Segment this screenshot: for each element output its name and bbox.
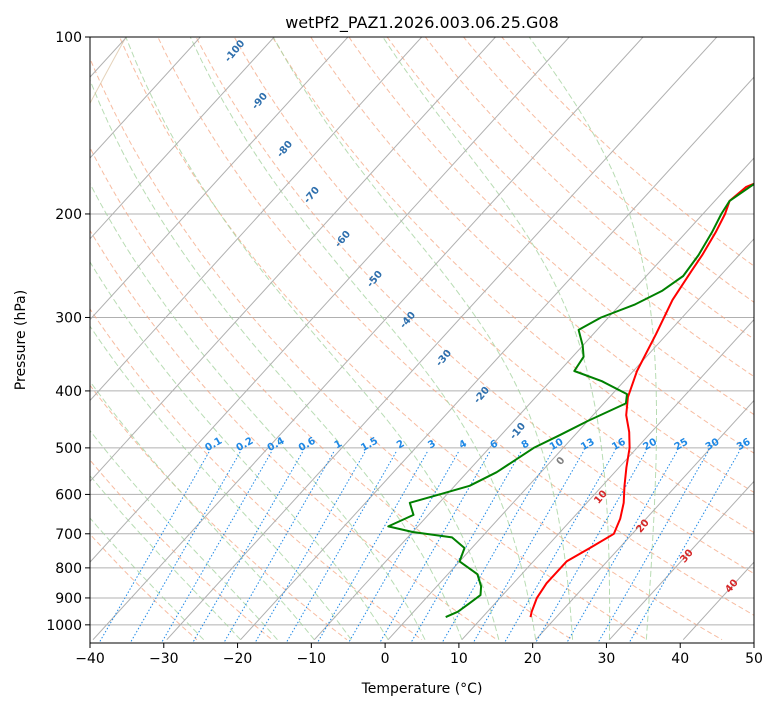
x-tick-label: 30 [598, 651, 616, 667]
x-axis: −40 −30 −20 −10 0 10 20 30 40 50 [75, 643, 763, 667]
moist-adiabat [272, 37, 574, 640]
isotherm [90, 37, 570, 563]
mixing-ratio-label: 6 [489, 438, 501, 451]
y-tick-label: 1000 [46, 618, 82, 634]
dry-adiabat [90, 384, 348, 641]
moist-adiabat [90, 517, 205, 641]
y-tick-label: 900 [55, 591, 82, 607]
x-tick-label: 50 [745, 651, 763, 667]
isotherm [240, 76, 754, 641]
x-tick-label: 20 [524, 651, 542, 667]
moist-adiabat [90, 182, 426, 640]
y-tick-label: 300 [55, 310, 82, 326]
moist-adiabat [90, 474, 241, 641]
mixing-ratio-label: 1 [333, 438, 345, 451]
mixing-ratio-label: 2 [395, 438, 407, 451]
mixing-ratio-label: 8 [520, 438, 532, 451]
y-tick-label: 600 [55, 487, 82, 503]
plot-frame [89, 36, 755, 644]
dry-adiabat [157, 37, 754, 616]
dry-adiabat [90, 308, 423, 641]
dry-adiabat [195, 37, 754, 575]
y-tick-label: 500 [55, 441, 82, 457]
dry-adiabat [233, 37, 754, 534]
isotherm [609, 480, 754, 641]
isotherm [92, 37, 644, 641]
dry-adiabat [462, 37, 754, 303]
isotherm [90, 37, 423, 402]
isotherm [461, 318, 754, 641]
y-tick-label: 100 [55, 30, 82, 46]
y-axis-label: Pressure (hPa) [13, 290, 29, 390]
x-tick-label: 10 [450, 651, 468, 667]
mixing-ratio-label: 4 [457, 438, 469, 451]
dewpoint-profile-line [387, 182, 754, 619]
y-tick-label: 200 [55, 207, 82, 223]
dry-adiabat [90, 146, 573, 641]
isotherm [90, 37, 275, 240]
dry-adiabat [386, 37, 754, 378]
dry-adiabat [348, 37, 754, 416]
dry-adiabat [119, 37, 723, 641]
moist-adiabat [90, 261, 389, 640]
y-axis: 100 200 300 400 500 600 700 800 900 1000 [46, 30, 90, 634]
x-tick-label: 40 [671, 651, 689, 667]
isotherm [90, 37, 349, 321]
y-tick-label: 800 [55, 561, 82, 577]
moist-adiabat [189, 37, 537, 640]
plot-area [90, 37, 754, 643]
x-tick-label: −30 [149, 651, 179, 667]
moist-adiabat [125, 37, 500, 640]
x-axis-label: Temperature (°C) [361, 681, 483, 697]
x-tick-label: −10 [297, 651, 327, 667]
dry-adiabat [501, 37, 754, 267]
moist-adiabat [90, 78, 463, 640]
dry-adiabat [310, 37, 754, 454]
isotherm [90, 37, 202, 159]
isotherm [313, 157, 754, 641]
dry-adiabat [90, 57, 648, 641]
moist-adiabat [382, 37, 611, 640]
isotherm [387, 238, 754, 641]
moist-adiabat [90, 325, 352, 640]
chart-title: wetPf2_PAZ1.2026.003.06.25.G08 [285, 13, 559, 33]
dry-adiabat [90, 533, 198, 641]
x-tick-label: −40 [75, 651, 105, 667]
y-tick-label: 400 [55, 384, 82, 400]
isotherm [166, 37, 718, 641]
temperature-profile-line [529, 182, 754, 618]
x-tick-label: 0 [381, 651, 390, 667]
moist-adiabat [90, 429, 278, 641]
dry-adiabat [271, 37, 754, 494]
isotherm [535, 399, 754, 641]
isotherm [90, 37, 497, 483]
y-tick-label: 700 [55, 527, 82, 543]
mixing-ratio-label: 3 [426, 438, 438, 451]
x-tick-label: −20 [223, 651, 253, 667]
moist-adiabat [528, 37, 657, 640]
